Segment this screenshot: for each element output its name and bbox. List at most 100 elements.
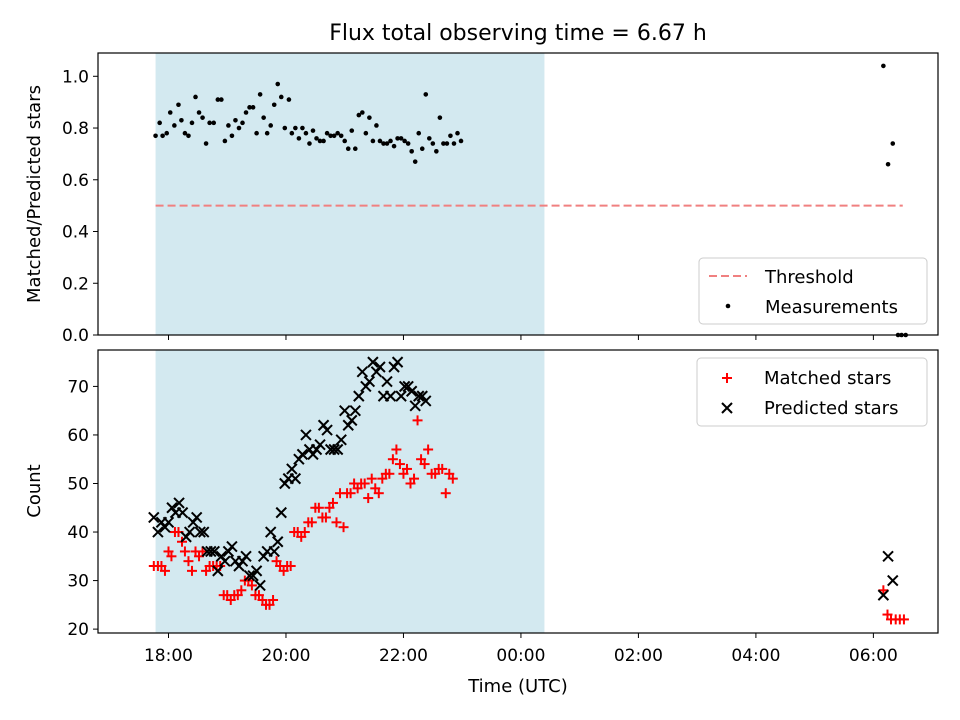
matched-star-point bbox=[412, 415, 423, 426]
measurement-point bbox=[243, 110, 249, 115]
measurement-point bbox=[324, 130, 330, 136]
matched-star-point bbox=[366, 473, 377, 484]
predicted-star-point bbox=[374, 361, 386, 373]
x-axis: 18:00 20:00 22:00 00:00 02:00 04:00 06:00 bbox=[144, 633, 898, 666]
measurement-point bbox=[423, 92, 429, 97]
matched-star-point bbox=[159, 565, 170, 576]
predicted-star-point-b bbox=[226, 540, 238, 553]
predicted-star-point-b bbox=[194, 526, 206, 538]
top-panel: 0.0 0.2 0.4 0.6 0.8 1.0 Matched/Predicted sta… bbox=[24, 52, 939, 346]
matched-star-point bbox=[268, 594, 279, 605]
measurement-point bbox=[153, 133, 158, 139]
matched-star-point bbox=[391, 444, 402, 455]
measurement-point bbox=[310, 128, 316, 133]
measurement-point bbox=[451, 141, 457, 146]
predicted-star-point bbox=[205, 545, 217, 558]
matched-star-point bbox=[878, 585, 889, 596]
predicted-star-point bbox=[250, 565, 263, 577]
measurement-point bbox=[289, 130, 295, 136]
matched-star-point bbox=[338, 522, 349, 533]
measurement-point bbox=[240, 120, 245, 126]
predicted-star-point bbox=[367, 356, 379, 368]
measurement-point bbox=[307, 141, 312, 146]
measurement-points bbox=[153, 63, 908, 338]
measurement-point bbox=[412, 159, 418, 164]
matched-star-point bbox=[373, 488, 384, 499]
predicted-star-point bbox=[300, 429, 312, 441]
measurement-point bbox=[196, 110, 202, 115]
matched-star-point bbox=[236, 585, 247, 596]
matched-star-point bbox=[409, 473, 420, 484]
matched-star-point bbox=[345, 488, 356, 499]
x-tick-label: 18:00 bbox=[144, 646, 193, 666]
predicted-star-point-b bbox=[275, 506, 287, 519]
measurement-point bbox=[296, 136, 302, 141]
matched-star-point bbox=[166, 551, 177, 562]
predicted-star-point-b bbox=[887, 574, 899, 587]
predicted-star-point-b bbox=[243, 570, 256, 582]
measurement-point bbox=[331, 133, 337, 139]
matched-star-point bbox=[186, 565, 197, 576]
x-tick-label: 22:00 bbox=[379, 646, 428, 666]
predicted-star-point bbox=[413, 390, 425, 402]
matched-star-point bbox=[447, 473, 458, 484]
predicted-star-point-b bbox=[374, 361, 386, 373]
matched-star-point bbox=[359, 478, 370, 489]
predicted-star-point-b bbox=[405, 385, 418, 397]
measurement-point bbox=[222, 138, 228, 144]
measurement-point bbox=[282, 125, 288, 131]
measurement-point bbox=[229, 133, 235, 139]
predicted-star-point-b bbox=[254, 579, 266, 592]
measurement-point bbox=[409, 149, 414, 154]
measurement-point bbox=[200, 115, 205, 120]
measurement-point bbox=[261, 115, 266, 120]
predicted-star-point-b bbox=[176, 506, 189, 519]
predicted-star-point bbox=[349, 404, 361, 417]
matched-star-point bbox=[299, 527, 310, 538]
predicted-star-point bbox=[384, 390, 397, 402]
predicted-star-point-b bbox=[212, 565, 224, 577]
predicted-star-point bbox=[194, 526, 206, 538]
matched-star-point bbox=[384, 468, 395, 479]
measurement-point bbox=[398, 136, 404, 141]
top-observing-window bbox=[155, 53, 545, 335]
predicted-star-point bbox=[877, 589, 890, 601]
top-y-axis: 0.0 0.2 0.4 0.6 0.8 1.0 bbox=[62, 67, 98, 346]
predicted-star-point-b bbox=[353, 390, 365, 402]
predicted-star-point-b bbox=[398, 380, 411, 393]
measurement-point bbox=[207, 120, 212, 126]
measurement-point bbox=[286, 97, 292, 102]
bottom-legend-box bbox=[696, 357, 928, 427]
predicted-star-point bbox=[346, 414, 358, 427]
predicted-star-point bbox=[198, 526, 210, 538]
predicted-star-point bbox=[353, 390, 365, 402]
measurement-point bbox=[219, 97, 224, 102]
predicted-star-point-b bbox=[413, 390, 425, 402]
predicted-star-point-b bbox=[314, 438, 326, 451]
measurement-point bbox=[338, 133, 344, 139]
matched-star-point bbox=[313, 502, 324, 513]
predicted-star-point-b bbox=[289, 472, 302, 485]
predicted-star-point bbox=[268, 545, 280, 558]
measurement-point bbox=[264, 130, 270, 136]
measurement-point bbox=[430, 141, 436, 146]
predicted-star-point-b bbox=[268, 545, 280, 558]
measurement-point bbox=[176, 102, 181, 108]
predicted-star-point bbox=[328, 443, 340, 456]
predicted-star-point-b bbox=[205, 545, 217, 558]
predicted-star-point bbox=[289, 472, 302, 485]
predicted-star-point bbox=[226, 540, 238, 553]
bottom-plot-frame bbox=[97, 349, 939, 634]
predicted-star-point-b bbox=[877, 589, 890, 601]
predicted-star-point bbox=[286, 463, 298, 475]
measurement-point bbox=[367, 115, 372, 120]
top-y-tick-label: 1.0 bbox=[62, 67, 89, 87]
bottom-legend: Matched stars Predicted stars bbox=[696, 357, 928, 427]
predicted-star-point bbox=[381, 375, 393, 388]
predicted-star-point bbox=[152, 526, 164, 538]
measurement-point bbox=[416, 130, 422, 136]
predicted-star-point bbox=[243, 570, 256, 582]
predicted-star-point-b bbox=[349, 404, 361, 417]
predicted-star-point bbox=[162, 516, 175, 529]
bottom-y-tick-label: 40 bbox=[67, 523, 89, 543]
